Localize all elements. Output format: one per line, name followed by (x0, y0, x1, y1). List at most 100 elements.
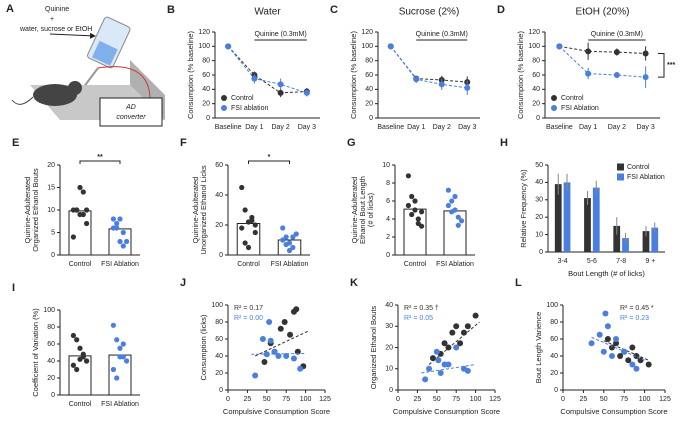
x-tick-label: 5-6 (587, 258, 597, 265)
data-point (120, 341, 126, 347)
x-tick-label: 50 (263, 396, 271, 403)
data-point (409, 211, 415, 218)
data-point (617, 353, 624, 359)
data-point (472, 312, 479, 319)
data-point (70, 234, 76, 240)
data-point (413, 76, 420, 83)
legend-label: FSI Ablation (561, 105, 599, 112)
panel-letter: L (515, 277, 522, 289)
x-tick-label: FSI Ablation (101, 401, 139, 408)
y-axis-label: Consumption (% baseline) (516, 31, 525, 119)
data-point (266, 319, 273, 325)
y-tick-label: 0 (369, 115, 373, 122)
data-point (613, 72, 620, 78)
y-axis-label: Organized Ethanol Bouts (31, 168, 40, 252)
data-point (77, 184, 83, 191)
panel-letter: H (500, 137, 508, 149)
data-point (464, 367, 471, 374)
data-point (280, 225, 286, 231)
x-tick-label: Baseline (546, 124, 573, 131)
label: AD (125, 104, 136, 111)
y-tick-label: 100 (198, 43, 210, 50)
data-point (290, 244, 296, 251)
ad-box (99, 97, 163, 127)
data-point (290, 355, 297, 362)
x-tick-label: 50 (433, 396, 441, 403)
y-axis-label: Unorganized Ethanol Licks (199, 165, 208, 254)
y-tick-label: 60 (215, 336, 223, 343)
data-point (415, 220, 421, 227)
liquid (91, 40, 118, 66)
y-tick-label: 120 (528, 29, 540, 36)
data-point (239, 184, 245, 191)
bar (584, 198, 591, 252)
y-axis-label: Relative Frequency (%) (519, 169, 528, 248)
data-point (245, 244, 252, 251)
x-tick-label: 0 (396, 396, 400, 403)
significance-bracket (658, 53, 665, 78)
data-point (124, 358, 130, 364)
data-point (77, 345, 83, 351)
data-point (637, 357, 644, 364)
data-point (459, 218, 465, 224)
data-point (80, 351, 86, 357)
y-axis-label: Consumption (licks) (199, 314, 208, 380)
panel-letter: D (497, 4, 505, 16)
y-tick-label: 0 (51, 252, 55, 259)
data-point (225, 43, 232, 50)
x-tick-label: Day 3 (298, 124, 316, 131)
data-point (287, 331, 294, 338)
y-tick-label: 30 (385, 323, 393, 330)
x-axis-label: Compulsive Consumption Score (223, 407, 330, 416)
series-line (390, 46, 468, 83)
data-point (252, 229, 258, 236)
x-tick-label: 75 (282, 396, 290, 403)
data-point (280, 237, 286, 243)
data-point (283, 353, 290, 359)
data-point (84, 207, 90, 213)
data-point (303, 89, 310, 96)
data-point (441, 340, 448, 347)
legend-marker (551, 95, 557, 101)
x-tick-label: FSI Ablation (271, 261, 309, 268)
data-point (556, 43, 563, 50)
panel-letter: K (350, 277, 358, 289)
y-tick-label: 20 (47, 162, 55, 169)
series-line (227, 45, 307, 94)
panel-letter: C (330, 4, 338, 16)
y-tick-label: 20 (215, 370, 223, 377)
y-axis-label: Coefficient of Variation (%) (31, 308, 40, 397)
x-tick-label: Baseline (215, 124, 242, 131)
data-point (445, 344, 452, 351)
data-point (120, 229, 126, 236)
r2-label: R² = 0.00 (234, 315, 263, 322)
significance: *** (667, 62, 675, 69)
x-tick-label: Control (69, 401, 92, 408)
legend-label: Control (561, 95, 584, 102)
x-axis-label: Compulsive Consumption Score (393, 407, 500, 416)
x-tick-label: Control (404, 261, 427, 268)
annotation: Quinine (0.3mM) (416, 31, 468, 38)
legend-label: FSI Ablation (627, 174, 665, 181)
panel-letter: E (12, 137, 19, 149)
data-point (405, 173, 411, 179)
data-point (419, 209, 425, 215)
data-point (464, 323, 471, 330)
y-tick-label: 60 (532, 72, 540, 79)
x-tick-label: 125 (489, 396, 501, 403)
chart-title: EtOH (20%) (576, 7, 630, 18)
y-tick-label: 60 (202, 72, 210, 79)
y-tick-label: 10 (382, 162, 390, 169)
y-tick-label: 80 (532, 58, 540, 65)
data-point (110, 216, 116, 222)
data-point (110, 366, 116, 373)
y-axis-label: Quinine-Adulterated (350, 177, 359, 244)
y-tick-label: 60 (215, 162, 223, 169)
panel-letter: F (180, 137, 187, 149)
x-tick-label: Day 1 (407, 124, 425, 131)
x-tick-label: 9 + (645, 258, 655, 265)
data-point (449, 329, 456, 336)
mouse (33, 84, 77, 106)
y-tick-label: 100 (211, 302, 223, 309)
